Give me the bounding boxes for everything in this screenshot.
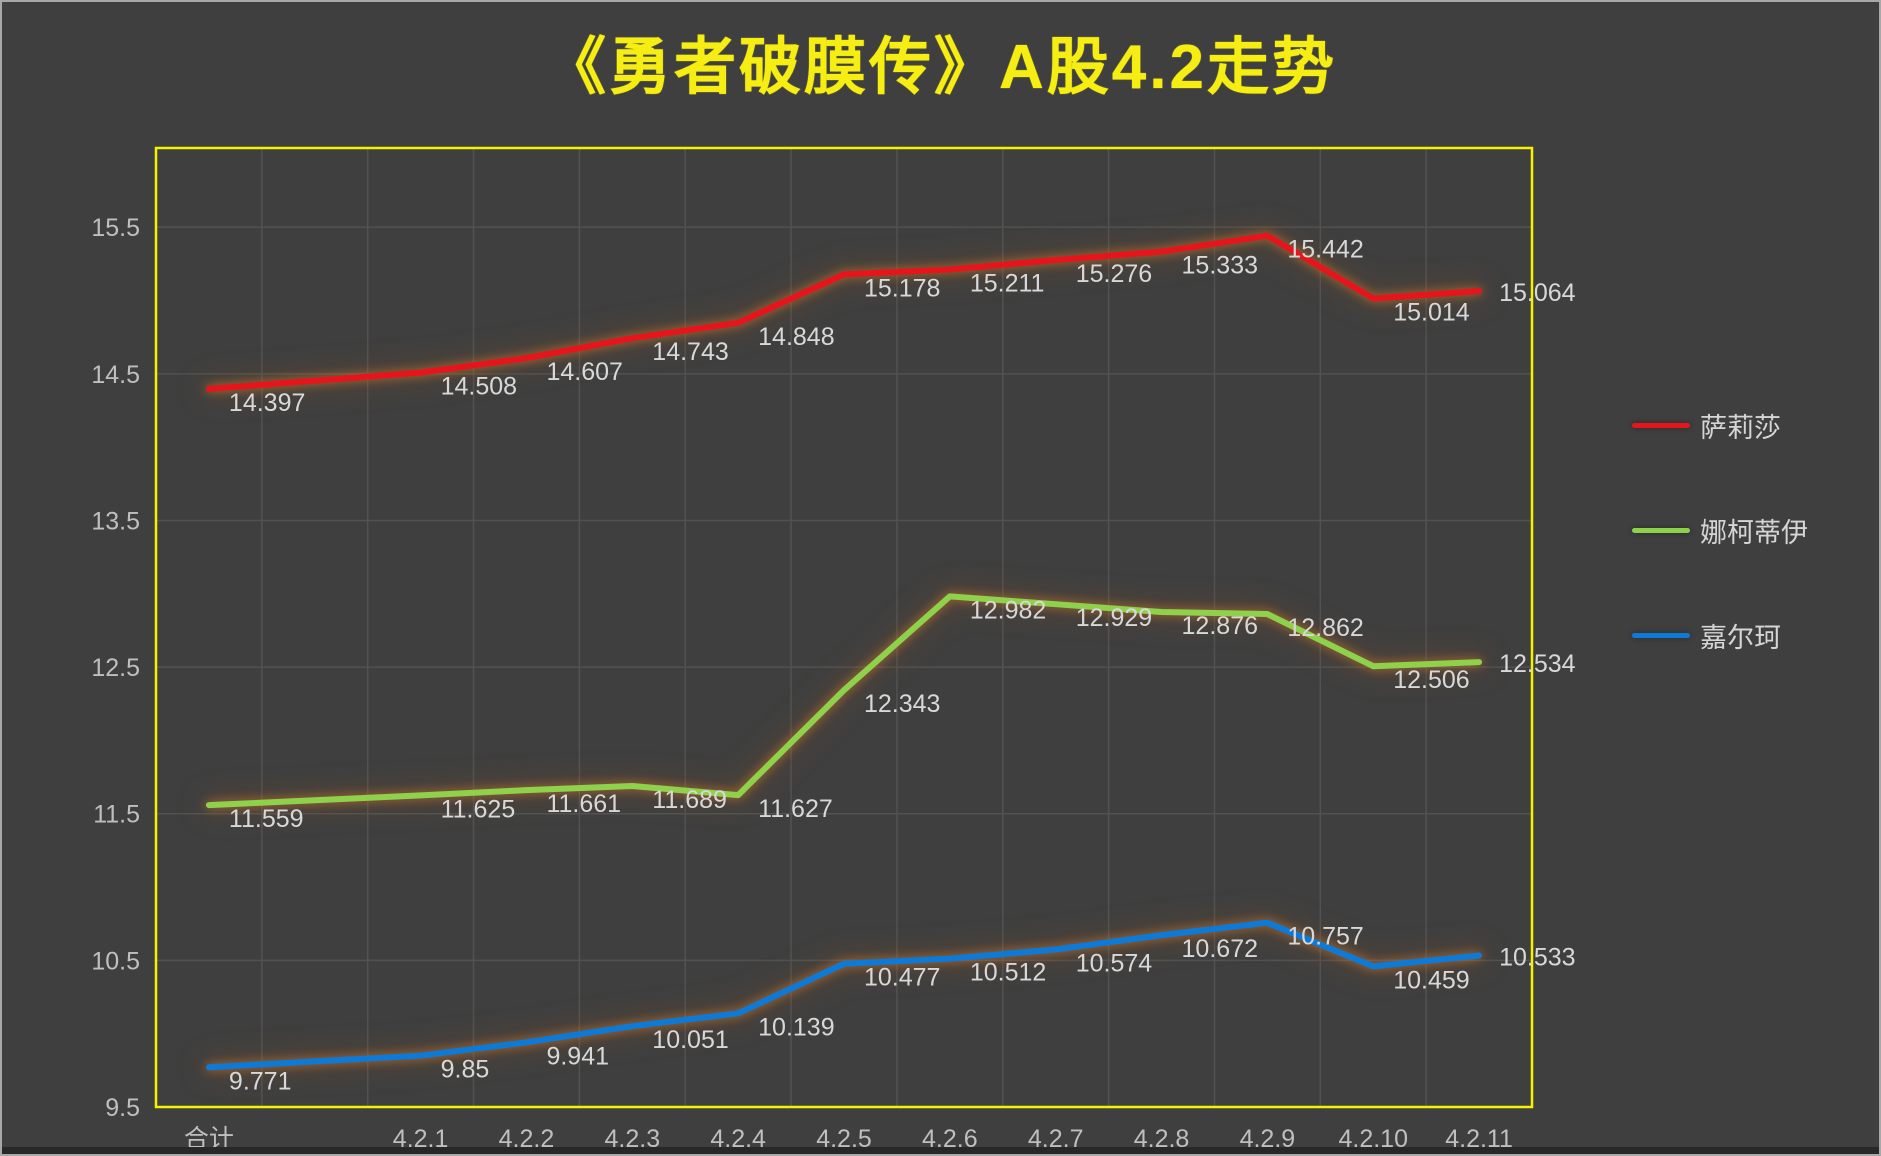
legend-item-series-1: 娜柯蒂伊	[1632, 511, 1808, 550]
legend-item-series-0: 萨莉莎	[1632, 406, 1808, 445]
data-label-series-1: 12.982	[970, 596, 1046, 624]
y-axis-tick-label: 14.5	[91, 361, 140, 389]
legend-line-swatch-green	[1632, 528, 1690, 533]
chart-title: 《勇者破膜传》A股4.2走势	[544, 33, 1337, 102]
data-label-series-0: 14.397	[229, 389, 305, 417]
data-label-series-2: 10.672	[1182, 935, 1258, 963]
y-axis-tick-label: 10.5	[91, 947, 140, 975]
data-label-series-1: 11.559	[229, 805, 304, 833]
y-axis-tick-label: 9.5	[105, 1094, 140, 1122]
y-axis-tick-label: 11.5	[93, 801, 140, 829]
data-label-series-2: 10.459	[1393, 966, 1469, 994]
data-label-series-2: 10.477	[864, 964, 940, 992]
data-label-series-1: 12.929	[1076, 604, 1152, 632]
legend-label-series-1: 娜柯蒂伊	[1700, 518, 1808, 548]
data-label-series-2: 10.574	[1076, 950, 1153, 978]
plot-border	[154, 146, 1534, 1109]
bottom-strip	[2, 1147, 1879, 1154]
data-label-series-1: 11.689	[652, 786, 727, 814]
data-label-series-1: 11.627	[758, 795, 833, 823]
data-label-series-2: 10.139	[758, 1013, 834, 1041]
data-label-series-2: 9.771	[229, 1067, 292, 1095]
data-label-series-0: 14.508	[441, 373, 517, 401]
data-label-series-0: 15.064	[1499, 279, 1576, 307]
data-label-series-1: 12.343	[864, 690, 940, 718]
data-label-series-1: 12.876	[1182, 612, 1258, 640]
legend-label-series-0: 萨莉莎	[1700, 413, 1781, 443]
chart-legend: 萨莉莎 娜柯蒂伊 嘉尔珂	[1632, 406, 1808, 655]
data-label-series-1: 11.625	[441, 795, 516, 823]
data-label-series-1: 12.862	[1287, 614, 1363, 642]
series-line-2	[205, 919, 1483, 1071]
data-label-series-0: 14.607	[546, 358, 622, 386]
y-axis-tick-label: 15.5	[91, 214, 140, 242]
data-label-series-0: 15.211	[970, 270, 1045, 298]
data-label-series-2: 9.941	[546, 1042, 609, 1070]
data-label-series-2: 9.85	[441, 1056, 490, 1084]
data-label-series-2: 10.512	[970, 959, 1046, 987]
y-axis-tick-label: 13.5	[91, 507, 140, 535]
data-label-series-0: 15.276	[1076, 260, 1152, 288]
legend-label-series-2: 嘉尔珂	[1700, 623, 1781, 653]
data-label-series-0: 15.014	[1393, 298, 1470, 326]
data-label-series-0: 15.442	[1287, 236, 1363, 264]
data-label-series-0: 15.333	[1182, 252, 1258, 280]
data-label-series-2: 10.757	[1287, 923, 1363, 951]
y-axis-tick-label: 12.5	[91, 654, 140, 682]
data-label-series-0: 14.848	[758, 323, 834, 351]
data-label-series-1: 11.661	[546, 790, 621, 818]
data-label-series-1: 12.534	[1499, 650, 1576, 678]
data-label-series-0: 14.743	[652, 338, 728, 366]
legend-item-series-2: 嘉尔珂	[1632, 616, 1808, 655]
data-label-series-2: 10.051	[652, 1026, 728, 1054]
data-label-series-0: 15.178	[864, 274, 940, 302]
legend-line-swatch-blue	[1632, 633, 1690, 638]
data-label-series-1: 12.506	[1393, 666, 1469, 694]
series-line-1	[205, 593, 1483, 809]
legend-line-swatch-red	[1632, 423, 1690, 428]
series-line-0	[205, 232, 1483, 392]
data-label-series-2: 10.533	[1499, 944, 1575, 972]
